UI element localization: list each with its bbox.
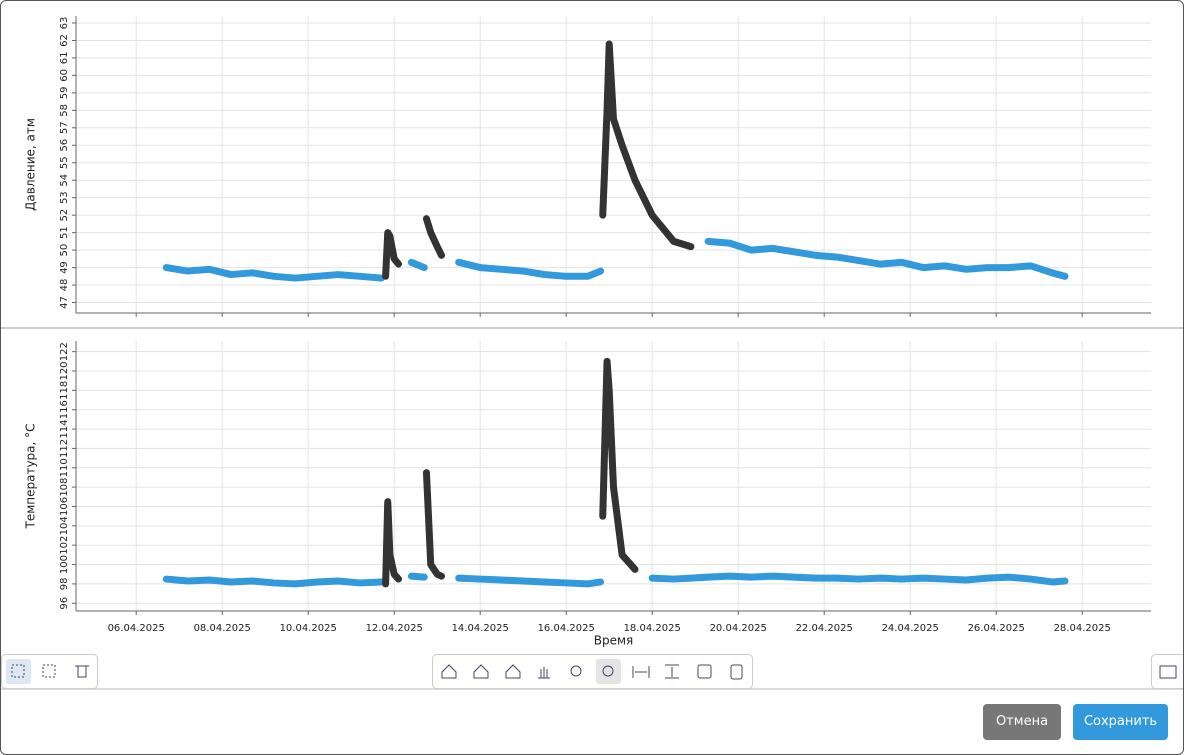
zoom-out-icon — [602, 665, 614, 677]
y-tick-label: 122 — [59, 342, 70, 361]
y-tick-label: 104 — [59, 516, 70, 535]
series-line — [382, 357, 639, 588]
x-tick-label: 06.04.2025 — [108, 623, 165, 634]
toolbar-right — [1151, 654, 1183, 689]
y-tick-label: 59 — [59, 87, 70, 100]
x-tick-label: 12.04.2025 — [366, 623, 423, 634]
y-tick-label: 52 — [59, 209, 70, 222]
y-tick-label: 118 — [59, 381, 70, 400]
series-line — [162, 572, 1069, 588]
x-tick-label: 20.04.2025 — [710, 623, 767, 634]
y-axis-title: Давление, атм — [24, 118, 38, 211]
x-tick-label: 26.04.2025 — [968, 623, 1025, 634]
y-tick-label: 63 — [59, 17, 70, 30]
y-tick-label: 56 — [59, 139, 70, 152]
select-tool[interactable] — [6, 659, 31, 684]
y-tick-label: 106 — [59, 497, 70, 516]
y-tick-label: 100 — [59, 555, 70, 574]
y-tick-label: 50 — [59, 244, 70, 257]
toolbar-left — [1, 654, 98, 689]
cancel-button[interactable]: Отмена — [983, 704, 1061, 740]
x-tick-label: 24.04.2025 — [882, 623, 939, 634]
y-tick-label: 58 — [59, 104, 70, 117]
select-icon — [11, 664, 25, 678]
y-tick-label: 110 — [59, 458, 70, 477]
x-tick-label: 14.04.2025 — [452, 623, 509, 634]
y-tick-label: 57 — [59, 121, 70, 134]
x-tick-label: 18.04.2025 — [624, 623, 681, 634]
y-tick-label: 116 — [59, 400, 70, 419]
panel-toggle[interactable] — [1159, 665, 1177, 679]
y-tick-label: 120 — [59, 361, 70, 380]
y-axis-title: Температура, °С — [24, 423, 38, 529]
x-axis-title: Время — [594, 634, 634, 648]
y-tick-label: 48 — [59, 279, 70, 292]
export-tool[interactable] — [730, 664, 743, 680]
y-tick-label: 61 — [59, 52, 70, 65]
toolbar — [1, 654, 1183, 690]
y-tick-label: 55 — [59, 156, 70, 169]
y-tick-label: 53 — [59, 191, 70, 204]
save-button[interactable]: Сохранить — [1073, 704, 1168, 740]
y-tick-label: 108 — [59, 478, 70, 497]
series-line — [162, 237, 1069, 282]
delete-tool[interactable] — [75, 665, 89, 678]
x-tick-label: 10.04.2025 — [280, 623, 337, 634]
y-tick-label: 62 — [59, 34, 70, 47]
deselect-tool[interactable] — [42, 664, 56, 678]
zoom-out-tool[interactable] — [596, 659, 621, 684]
x-tick-label: 28.04.2025 — [1054, 623, 1111, 634]
y-tick-label: 49 — [59, 261, 70, 274]
toolbar-center — [432, 654, 753, 689]
y-tick-label: 102 — [59, 536, 70, 555]
charts: 47 48 49 50 51 52 53 54 55 56 57 58 59 60 61 62 63 Давлен… — [1, 16, 1183, 648]
y-tick-label: 60 — [59, 69, 70, 82]
y-tick-label: 96 — [59, 597, 70, 610]
x-tick-label: 16.04.2025 — [538, 623, 595, 634]
fit-x-tool[interactable] — [632, 666, 650, 678]
y-tick-label: 54 — [59, 174, 70, 187]
y-tick-label: 114 — [59, 420, 70, 439]
home-add-tool[interactable] — [473, 664, 489, 679]
y-tick-label: 51 — [59, 226, 70, 239]
y-tick-label: 47 — [59, 296, 70, 309]
fit-y-tool[interactable] — [665, 664, 679, 679]
x-tick-label: 22.04.2025 — [796, 623, 853, 634]
zoom-in-tool[interactable] — [570, 665, 582, 677]
series-line — [382, 40, 695, 280]
home-remove-tool[interactable] — [505, 664, 521, 679]
x-tick-label: 08.04.2025 — [194, 623, 251, 634]
home-tool[interactable] — [441, 664, 457, 679]
y-tick-label: 112 — [59, 439, 70, 458]
legend-tool[interactable] — [697, 664, 712, 679]
pan-tool[interactable] — [538, 667, 550, 679]
y-tick-label: 98 — [59, 578, 70, 591]
